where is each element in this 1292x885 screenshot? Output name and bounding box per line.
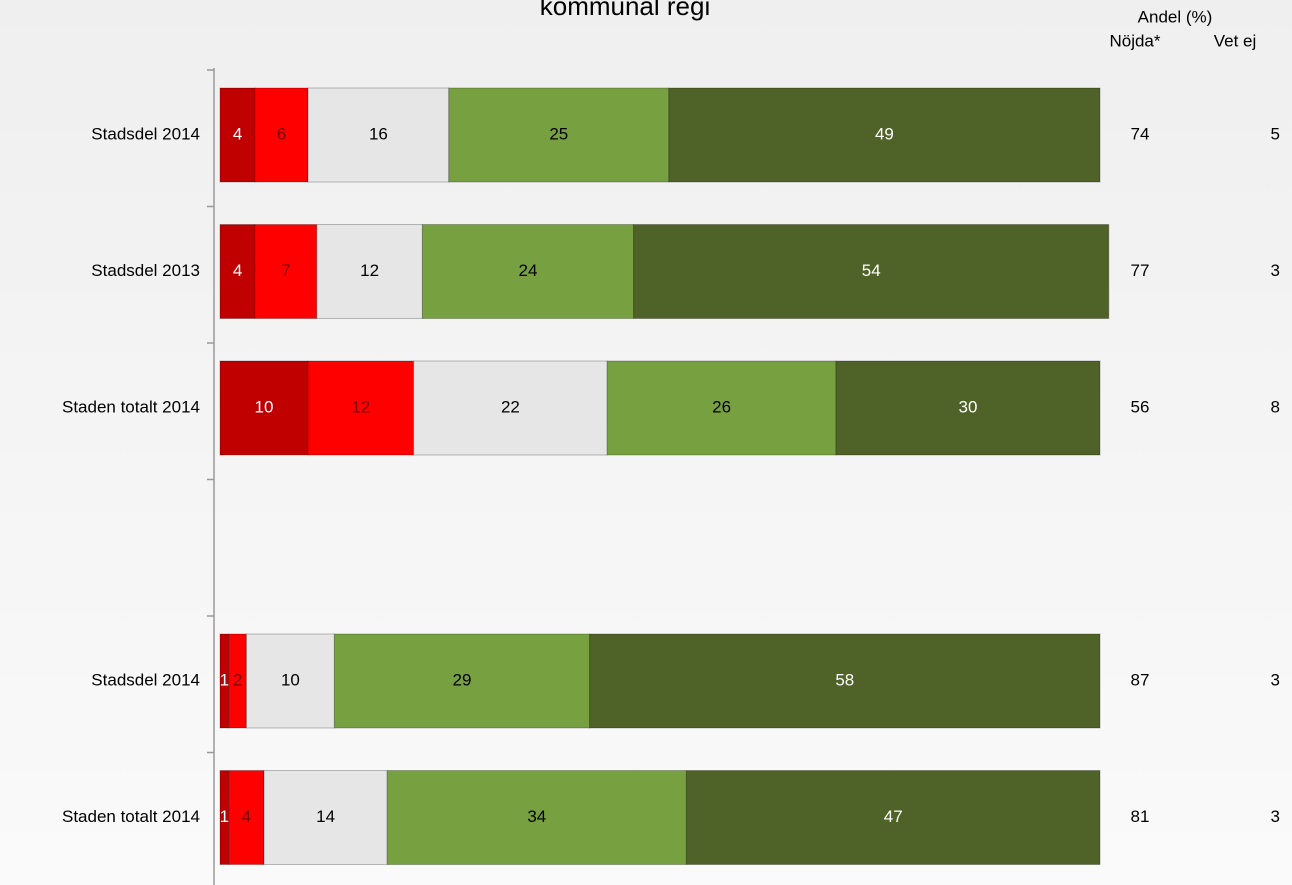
data-label: 7 [281,261,290,280]
data-label: 12 [360,261,379,280]
data-label: 10 [281,670,300,689]
bar-segment [307,87,450,183]
data-label: 25 [549,124,568,143]
bar-segment [448,87,670,183]
y-tick-label: Stadsdel 2014 [91,670,200,689]
data-label: 6 [277,124,286,143]
y-tick-label: Staden totalt 2014 [62,397,200,416]
bar-segment [413,360,608,456]
side-column-header: Vet ej [1214,31,1257,50]
bar-segment [219,360,309,456]
data-label: 2 [233,670,242,689]
data-label: 4 [242,807,251,826]
bar-segment [316,224,423,319]
bar-segment [668,87,1101,183]
side-value: 77 [1131,261,1150,280]
data-label: 4 [233,261,242,280]
bar-segment [254,224,318,319]
side-value: 81 [1131,807,1150,826]
side-value: 3 [1271,670,1280,689]
bar-segment [421,224,635,319]
data-label: 24 [519,261,538,280]
bar-segment [633,224,1110,319]
side-value: 87 [1131,670,1150,689]
data-label: 16 [369,124,388,143]
bar-segment [835,360,1101,456]
bar-segment [589,633,1101,729]
side-column-header: Nöjda* [1109,31,1160,50]
chart-title: kommunal regi [540,0,711,21]
data-label: 1 [220,670,229,689]
data-label: 1 [220,807,229,826]
y-tick-label: Stadsdel 2014 [91,124,200,143]
y-tick-label: Stadsdel 2013 [91,261,200,280]
bar-segment [245,633,335,729]
bar-segment [307,360,415,456]
side-header: Andel (%) [1138,7,1213,26]
data-label: 34 [527,807,546,826]
bar-segment [386,770,687,865]
data-label: 30 [959,397,978,416]
side-value: 56 [1131,397,1150,416]
data-label: 14 [316,807,335,826]
bar-segment [254,87,309,183]
data-label: 54 [862,261,881,280]
bar-segment [606,360,837,456]
bar-segment [263,770,388,865]
side-value: 8 [1271,397,1280,416]
data-label: 58 [835,670,854,689]
y-tick-label: Staden totalt 2014 [62,807,200,826]
data-label: 26 [712,397,731,416]
data-label: 29 [453,670,472,689]
side-value: 3 [1271,261,1280,280]
data-label: 49 [875,124,894,143]
data-label: 22 [501,397,520,416]
side-value: 74 [1131,124,1150,143]
data-label: 4 [233,124,242,143]
bar-segment [685,770,1101,865]
data-label: 47 [884,807,903,826]
bar-segment [228,770,265,865]
side-value: 3 [1271,807,1280,826]
bar-segment [219,224,256,319]
data-label: 10 [255,397,274,416]
data-label: 12 [351,397,370,416]
side-value: 5 [1271,124,1280,143]
